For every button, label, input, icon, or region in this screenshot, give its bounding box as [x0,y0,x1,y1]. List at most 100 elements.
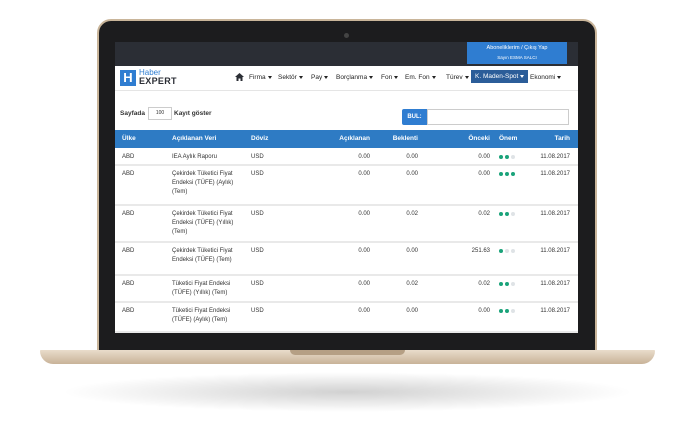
cell-actual: 0.00 [358,308,370,314]
search-label: BUL: [402,109,427,125]
cell-actual: 0.00 [358,281,370,287]
nav-label[interactable]: Firma [249,74,266,81]
caret [464,75,469,79]
nav-item[interactable]: Ekonomi [530,74,562,81]
column-header[interactable]: Açıklanan [339,135,370,142]
cell-currency: USD [251,211,264,217]
column-header[interactable]: Beklenti [392,135,418,142]
logo-text: Haber [139,68,161,77]
laptop-base [40,350,655,364]
cell-forecast: 0.00 [406,154,418,160]
nav-label[interactable]: Borçlanma [336,74,368,81]
column-header[interactable]: Döviz [251,135,269,142]
cell-currency: USD [251,154,264,160]
column-header[interactable]: Önem [499,135,518,142]
home-icon[interactable] [235,73,244,81]
nav-label[interactable]: Em. Fon [405,74,430,81]
caret [557,75,562,79]
importance-dot [505,172,509,176]
table-header: Ülke Açıklanan Veri Döviz Açıklanan Beklenti… [115,130,578,148]
importance-dot [499,282,503,286]
cell-previous: 251.63 [471,248,490,254]
importance-dot [505,282,509,286]
cell-currency: USD [251,281,264,287]
importance-dot [511,155,515,159]
cell-previous: 0.02 [478,281,490,287]
laptop-notch [290,350,405,355]
caret [298,75,303,79]
cell-name: Çekirdek Tüketici Fiyat Endeksi (TÜFE) (… [172,211,234,235]
column-header[interactable]: Önceki [468,135,490,142]
importance-dot [511,249,515,253]
importance-dot [499,155,503,159]
caret [394,75,399,79]
column-header[interactable]: Açıklanan Veri [172,135,217,142]
logo-mark[interactable]: H [120,70,136,86]
nav-label[interactable]: Pay [311,74,323,81]
importance-dot [505,249,509,253]
nav-item[interactable]: Sektör [278,74,303,81]
nav-bar: H Haber EXPERT Firma Sektör Pay Borçlanma Fo… [115,66,578,91]
cell-name: Tüketici Fiyat Endeksi (TÜFE) (Aylık) (T… [172,308,231,323]
cell-forecast: 0.00 [406,248,418,254]
cell-name: Çekirdek Tüketici Fiyat Endeksi (TÜFE) (… [172,248,233,263]
cell-name: IEA Aylık Raporu [172,154,217,160]
cell-previous: 0.00 [478,154,490,160]
nav-item[interactable]: Firma [249,74,272,81]
table-row: ABD IEA Aylık Raporu USD 0.00 0.00 0.00 11.08.… [115,149,578,166]
caret [369,75,374,79]
importance-dot [499,309,503,313]
nav-label[interactable]: Türev [446,74,463,81]
cell-country: ABD [122,281,135,287]
cell-forecast: 0.00 [406,171,418,177]
table-row: ABD Çekirdek Tüketici Fiyat Endeksi (TÜFE… [115,166,578,206]
nav-item[interactable]: K. Maden-Spot [471,70,529,83]
column-header[interactable]: Tarih [554,135,570,142]
cell-forecast: 0.00 [406,308,418,314]
nav-item[interactable]: Fon [381,74,399,81]
table-body: ABD IEA Aylık Raporu USD 0.00 0.00 0.00 11.08.… [115,149,578,333]
importance-dot [511,282,515,286]
cell-forecast: 0.02 [406,281,418,287]
cell-currency: USD [251,171,264,177]
caret [431,75,436,79]
nav-label[interactable]: K. Maden-Spot [475,73,519,80]
nav-item[interactable]: Em. Fon [405,74,436,81]
account-link[interactable]: Aboneliklerim / Çıkış Yap [486,45,548,51]
nav-item[interactable]: Türev [446,74,469,81]
column-header[interactable]: Ülke [122,135,136,142]
cell-previous: 0.00 [478,308,490,314]
cell-date: 11.08.2017 [540,154,570,160]
page-size-select[interactable]: 100 [148,107,172,120]
cell-date: 11.08.2017 [540,211,570,217]
caret [324,75,329,79]
table-row: ABD Tüketici Fiyat Endeksi (TÜFE) (Aylık)… [115,303,578,333]
nav-label[interactable]: Ekonomi [530,74,556,81]
cell-previous: 0.00 [478,171,490,177]
cell-actual: 0.00 [358,211,370,217]
importance-dot [511,309,515,313]
cell-currency: USD [251,248,264,254]
account-box[interactable]: Aboneliklerim / Çıkış Yap Sayın ESMA SAL… [467,42,567,64]
search-input[interactable] [427,109,569,125]
nav-label[interactable]: Fon [381,74,393,81]
nav-label[interactable]: Sektör [278,74,297,81]
cell-date: 11.08.2017 [540,308,570,314]
table-row: ABD Çekirdek Tüketici Fiyat Endeksi (TÜFE… [115,243,578,276]
importance-dot [505,155,509,159]
cell-country: ABD [122,211,135,217]
table-row: ABD Tüketici Fiyat Endeksi (TÜFE) (Yıllık… [115,276,578,303]
camera [344,33,349,38]
nav-item[interactable]: Pay [311,74,329,81]
cell-country: ABD [122,171,135,177]
cell-actual: 0.00 [358,171,370,177]
user-name: Sayın ESMA SALCI [497,55,537,60]
cell-name: Tüketici Fiyat Endeksi (TÜFE) (Yıllık) (… [172,281,231,296]
importance-dot [499,249,503,253]
nav-item[interactable]: Borçlanma [336,74,374,81]
cell-date: 11.08.2017 [540,281,570,287]
cell-currency: USD [251,308,264,314]
importance-dot [505,212,509,216]
